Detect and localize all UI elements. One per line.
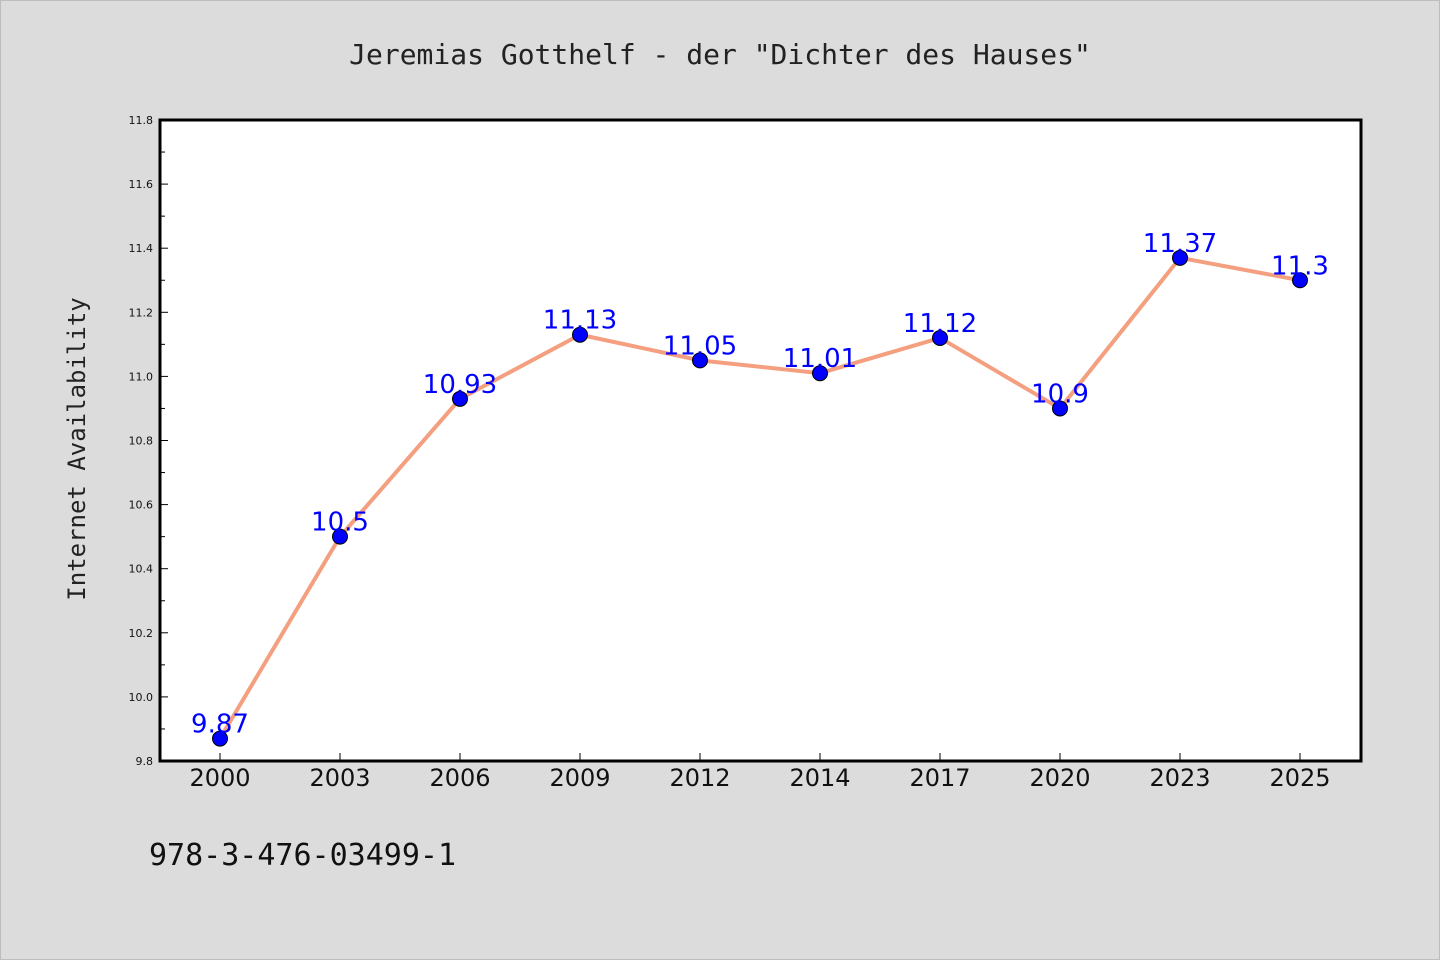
y-tick-label: 11.8 [129, 114, 154, 127]
y-tick-label: 10.4 [129, 563, 154, 576]
x-tick-label: 2020 [1029, 764, 1090, 792]
chart-title: Jeremias Gotthelf - der "Dichter des Hau… [349, 38, 1091, 71]
y-tick-label: 11.4 [129, 242, 154, 255]
data-point [332, 528, 348, 545]
data-label: 11.37 [1143, 229, 1217, 259]
plot-area [158, 118, 1363, 763]
data-label: 10.93 [423, 370, 497, 400]
x-axis: 2000 2003 2006 2009 2012 2014 2017 2020 2023 2025 [189, 753, 1331, 792]
data-point [692, 352, 708, 369]
data-point [932, 329, 948, 346]
y-tick-label: 11.0 [129, 370, 154, 383]
y-axis-label: Internet Availability [63, 297, 91, 600]
y-tick-label: 11.2 [129, 306, 154, 319]
data-label: 9.87 [191, 710, 249, 740]
series-markers [212, 249, 1308, 747]
y-tick-label: 10.6 [129, 499, 154, 512]
series-line-path [218, 255, 1302, 741]
x-tick-label: 2009 [549, 764, 610, 792]
y-tick-label: 11.6 [129, 178, 154, 191]
data-point [1172, 249, 1188, 266]
y-tick-label: 9.8 [136, 755, 154, 768]
data-labels: 9.87 10.5 10.93 11.13 11.05 11.01 11.12 10.9 11.… [191, 229, 1329, 740]
isbn-footer: 978-3-476-03499-1 [149, 838, 456, 873]
x-tick-label: 2017 [909, 764, 970, 792]
data-label: 11.3 [1271, 251, 1329, 281]
data-point [812, 365, 828, 382]
y-axis: 9.8 10.0 10.2 10.4 10.6 10.8 11.0 11.2 11.4 11.6 1… [129, 114, 168, 768]
data-label: 11.05 [663, 331, 737, 361]
x-tick-label: 2012 [669, 764, 730, 792]
x-tick-label: 2025 [1269, 764, 1330, 792]
series-line [218, 255, 1302, 741]
data-point [452, 390, 468, 407]
x-tick-label: 2000 [189, 764, 250, 792]
data-label: 11.12 [903, 309, 977, 339]
data-point [572, 326, 588, 343]
data-label: 11.01 [783, 344, 857, 374]
x-tick-label: 2014 [789, 764, 850, 792]
y-tick-label: 10.8 [129, 435, 154, 448]
data-label: 10.9 [1031, 379, 1089, 409]
data-point [1292, 272, 1308, 289]
x-tick-label: 2023 [1149, 764, 1210, 792]
data-label: 10.5 [311, 508, 369, 538]
x-tick-label: 2006 [429, 764, 490, 792]
y-tick-label: 10.2 [129, 627, 154, 640]
x-tick-label: 2003 [309, 764, 370, 792]
data-point [1052, 400, 1068, 417]
data-label: 11.13 [543, 306, 617, 336]
y-tick-label: 10.0 [129, 691, 154, 704]
data-point [212, 730, 228, 747]
